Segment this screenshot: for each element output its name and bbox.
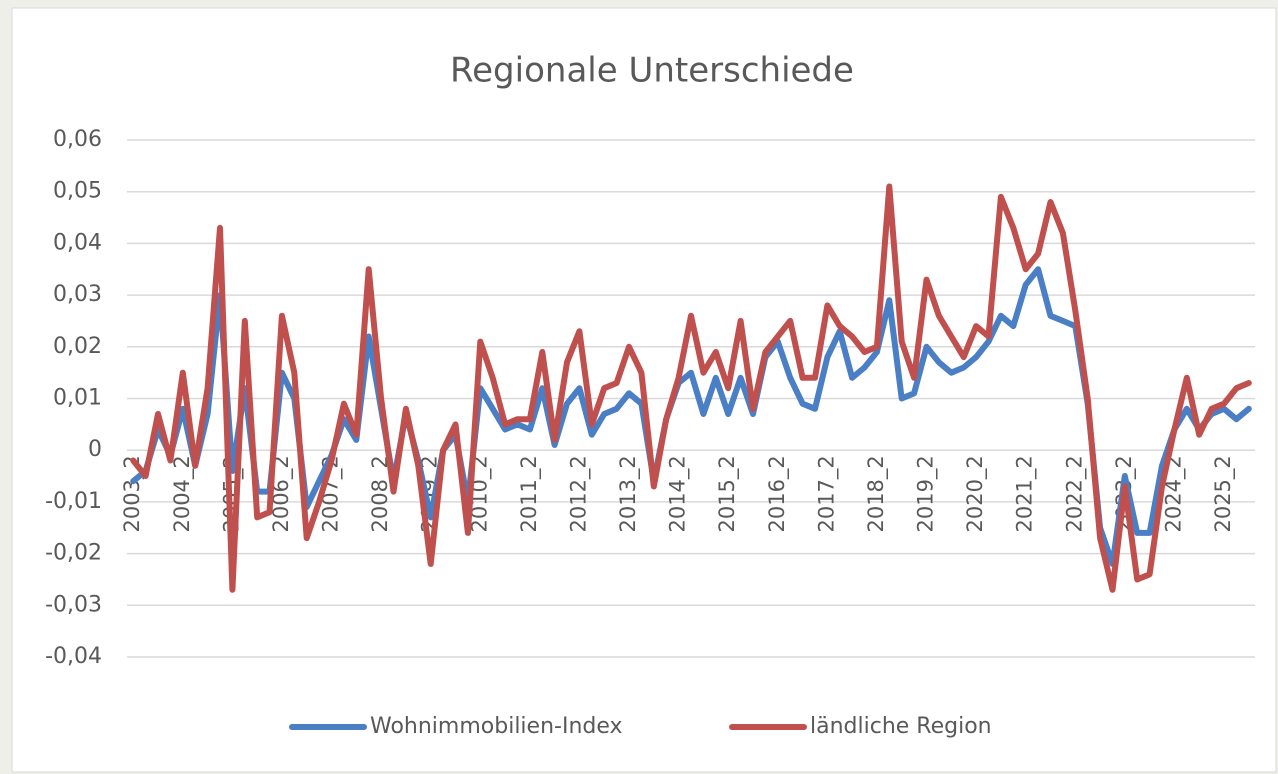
x-tick-label: 2004_2 (170, 455, 195, 532)
y-tick-label: 0,06 (53, 127, 102, 152)
y-tick-label: 0,01 (53, 386, 102, 411)
y-tick-label: 0 (88, 437, 102, 462)
x-tick-label: 2016_2 (765, 455, 790, 532)
y-tick-label: -0,04 (45, 644, 102, 669)
x-tick-label: 2020_2 (963, 455, 988, 532)
x-tick-label: 2025_2 (1211, 455, 1236, 532)
y-tick-label: -0,02 (45, 541, 102, 566)
x-tick-label: 2012_2 (566, 455, 591, 532)
y-tick-label: 0,03 (53, 282, 102, 307)
chart-title: Regionale Unterschiede (450, 51, 854, 91)
x-tick-label: 2013_2 (616, 455, 641, 532)
series-line (130, 266, 1252, 567)
x-tick-label: 2017_2 (814, 455, 839, 532)
x-tick-label: 2014_2 (666, 455, 691, 532)
y-tick-label: 0,05 (53, 179, 102, 204)
x-tick-label: 2015_2 (715, 455, 740, 532)
x-tick-label: 2021_2 (1013, 455, 1038, 532)
legend-label: ländliche Region (810, 714, 992, 739)
y-tick-label: -0,01 (45, 489, 102, 514)
x-tick-label: 2011_2 (517, 455, 542, 532)
y-tick-label: 0,04 (53, 230, 102, 255)
series-line (130, 183, 1252, 593)
y-tick-label: 0,02 (53, 334, 102, 359)
x-tick-label: 2018_2 (864, 455, 889, 532)
y-tick-label: -0,03 (45, 592, 102, 617)
x-tick-label: 2022_2 (1062, 455, 1087, 532)
legend-label: Wohnimmobilien-Index (370, 714, 623, 739)
x-tick-label: 2019_2 (914, 455, 939, 532)
